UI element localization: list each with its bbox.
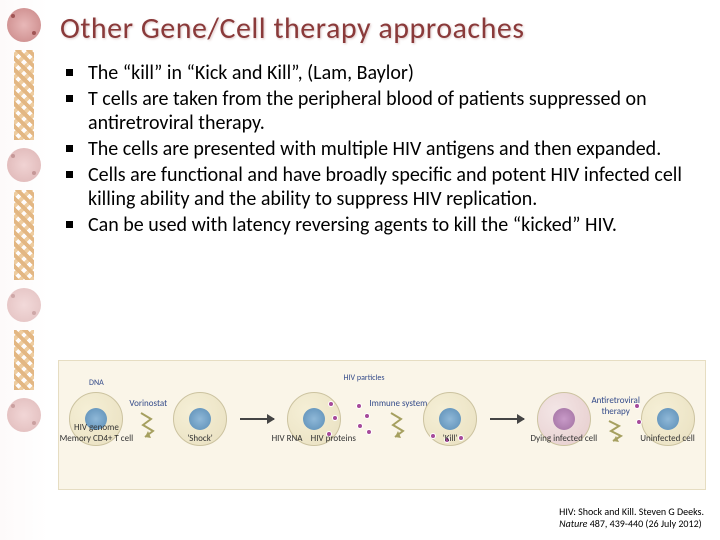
hiv-particles: HIV particles (354, 399, 374, 439)
label-immune: Immune system (369, 398, 427, 409)
bullet-item: Can be used with latency reversing agent… (66, 213, 708, 237)
virus-icon (7, 148, 41, 182)
label-dna: DNA (89, 378, 104, 388)
label-particles: HIV particles (344, 373, 385, 383)
vorinostat-arrow: Vorinostat (136, 398, 160, 441)
virus-icon (7, 8, 41, 42)
shock-and-kill-diagram: DNA HIV genome Memory CD4+ T cell Vorino… (58, 360, 706, 490)
citation: HIV: Shock and Kill. Steven G Deeks. Nat… (559, 506, 704, 530)
bullet-item: The cells are presented with multiple HI… (66, 137, 708, 161)
cell-hiv-genome: DNA HIV genome Memory CD4+ T cell (69, 392, 123, 446)
label-kill: 'Kill' (420, 433, 480, 444)
virus-icon (7, 288, 41, 322)
label-vorinostat: Vorinostat (129, 398, 167, 409)
label-hiv-rna: HIV RNA (272, 433, 303, 444)
bullet-item: T cells are taken from the peripheral bl… (66, 87, 708, 135)
dna-helix-icon (14, 190, 34, 280)
citation-ref: 487, 439-440 (26 July 2012) (587, 517, 701, 530)
cell-uninfected: Uninfected cell (641, 392, 695, 446)
cell-kill: 'Kill' (423, 392, 477, 446)
art-arrow: Antiretroviral therapy (604, 395, 628, 443)
dna-helix-icon (14, 50, 34, 140)
dna-helix-icon (14, 330, 34, 390)
bullet-item: Cells are functional and have broadly sp… (66, 163, 708, 211)
bullet-list: The “kill” in “Kick and Kill”, (Lam, Bay… (60, 61, 708, 237)
label-hiv-genome: HIV genome (74, 422, 119, 433)
virus-icon (7, 398, 41, 432)
cell-hiv-rna: HIV RNA HIV proteins (287, 392, 341, 446)
bullet-item: The “kill” in “Kick and Kill”, (Lam, Bay… (66, 61, 708, 85)
immune-arrow: Immune system (386, 398, 410, 441)
label-shock: 'Shock' (170, 433, 230, 444)
main-content: Other Gene/Cell therapy approaches The “… (60, 10, 708, 239)
arrow-icon (240, 418, 274, 420)
label-memory-cell: Memory CD4+ T cell (60, 433, 134, 444)
label-uninfected: Uninfected cell (633, 433, 703, 444)
decorative-sidebar (0, 0, 48, 540)
label-dying: Dying infected cell (524, 433, 604, 444)
label-hiv-proteins: HIV proteins (311, 433, 356, 444)
cell-dying: Dying infected cell (537, 392, 591, 446)
cell-shock: 'Shock' (173, 392, 227, 446)
arrow-icon (490, 418, 524, 420)
citation-journal: Nature (559, 517, 587, 530)
slide-title: Other Gene/Cell therapy approaches (60, 10, 708, 47)
